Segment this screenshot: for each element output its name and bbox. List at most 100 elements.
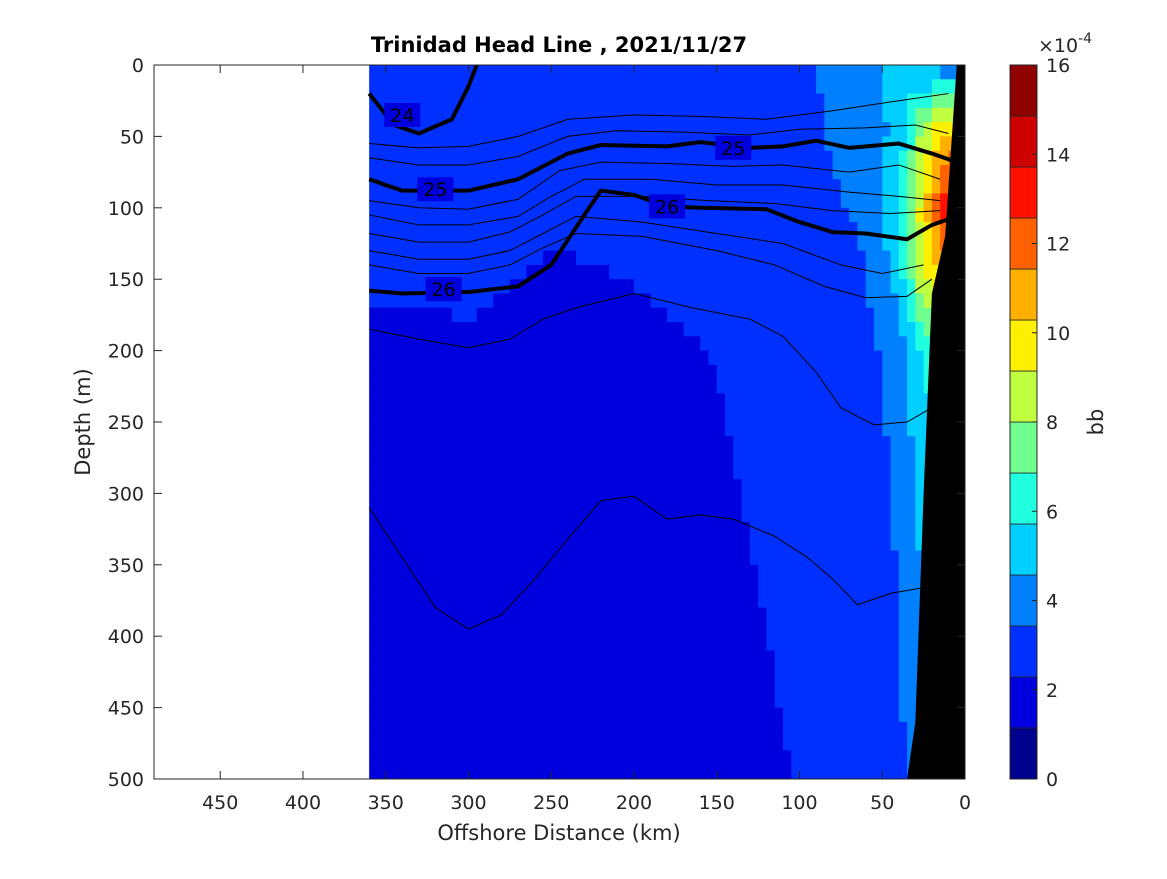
- field-cell: [758, 636, 767, 652]
- field-cell: [716, 736, 726, 752]
- field-cell: [427, 450, 436, 466]
- field-cell: [584, 707, 594, 723]
- field-cell: [725, 579, 734, 594]
- field-cell: [700, 679, 710, 694]
- field-cell: [534, 664, 544, 680]
- field-cell: [410, 322, 420, 337]
- field-cell: [691, 293, 701, 309]
- field-cell: [393, 579, 403, 594]
- y-tick-label: 450: [108, 698, 144, 720]
- field-cell: [774, 536, 784, 552]
- field-cell: [485, 464, 494, 480]
- field-cell: [567, 179, 577, 195]
- field-cell: [725, 679, 734, 694]
- field-cell: [840, 93, 850, 109]
- field-cell: [948, 93, 958, 109]
- field-cell: [642, 236, 652, 252]
- field-cell: [807, 736, 817, 752]
- field-cell: [733, 307, 743, 323]
- field-cell: [907, 107, 916, 123]
- field-cell: [377, 764, 387, 779]
- field-cell: [369, 707, 379, 723]
- field-cell: [799, 736, 809, 752]
- field-cell: [460, 193, 470, 209]
- field-cell: [691, 579, 701, 594]
- field-cell: [749, 193, 759, 209]
- field-cell: [377, 721, 387, 737]
- field-cell: [898, 436, 908, 452]
- field-cell: [592, 307, 602, 323]
- field-cell: [766, 150, 776, 166]
- field-cell: [485, 307, 494, 323]
- field-cell: [898, 364, 908, 380]
- field-cell: [418, 422, 428, 437]
- field-cell: [840, 322, 850, 337]
- field-cell: [840, 293, 850, 309]
- field-cell: [849, 307, 859, 323]
- field-cell: [576, 464, 585, 480]
- field-cell: [725, 507, 734, 523]
- field-cell: [667, 279, 676, 295]
- field-cell: [625, 436, 635, 452]
- field-cell: [385, 707, 395, 723]
- field-cell: [526, 550, 536, 566]
- field-cell: [485, 164, 494, 180]
- field-cell: [766, 650, 776, 666]
- field-cell: [667, 222, 676, 237]
- field-cell: [865, 707, 875, 723]
- field-cell: [369, 293, 379, 309]
- field-cell: [460, 279, 470, 295]
- field-cell: [460, 764, 470, 779]
- field-cell: [534, 550, 544, 566]
- field-cell: [708, 407, 718, 423]
- field-cell: [633, 364, 643, 380]
- field-cell: [675, 507, 685, 523]
- field-cell: [700, 721, 710, 737]
- field-cell: [451, 636, 461, 652]
- field-cell: [650, 364, 660, 380]
- colorbar-tick-label: 2: [1046, 680, 1058, 702]
- field-cell: [443, 664, 453, 680]
- field-cell: [708, 721, 718, 737]
- field-cell: [592, 636, 602, 652]
- field-cell: [493, 636, 503, 652]
- field-cell: [898, 736, 908, 752]
- field-cell: [873, 364, 883, 380]
- field-cell: [725, 279, 734, 295]
- field-cell: [675, 479, 685, 494]
- field-cell: [774, 621, 784, 637]
- field-cell: [840, 607, 850, 623]
- field-cell: [758, 464, 767, 480]
- field-cell: [923, 93, 933, 109]
- field-cell: [559, 493, 569, 509]
- field-cell: [675, 179, 685, 195]
- x-tick-label: 250: [533, 792, 569, 814]
- field-cell: [667, 336, 676, 352]
- field-cell: [650, 607, 660, 623]
- field-cell: [427, 621, 436, 637]
- field-cell: [733, 550, 743, 566]
- field-cell: [840, 479, 850, 494]
- field-cell: [584, 65, 594, 80]
- field-cell: [509, 122, 519, 137]
- field-cell: [542, 150, 552, 166]
- field-cell: [675, 721, 685, 737]
- field-cell: [865, 79, 875, 95]
- field-cell: [658, 550, 668, 566]
- field-cell: [576, 507, 585, 523]
- field-cell: [849, 579, 859, 594]
- field-cell: [807, 593, 817, 609]
- field-cell: [683, 693, 693, 709]
- field-cell: [749, 364, 759, 380]
- field-cell: [865, 136, 875, 152]
- field-cell: [625, 621, 635, 637]
- field-cell: [501, 264, 511, 280]
- field-cell: [576, 93, 585, 109]
- field-cell: [642, 750, 652, 766]
- field-cell: [584, 579, 594, 594]
- field-cell: [840, 764, 850, 779]
- field-cell: [799, 350, 809, 366]
- field-cell: [766, 621, 776, 637]
- field-cell: [849, 107, 859, 123]
